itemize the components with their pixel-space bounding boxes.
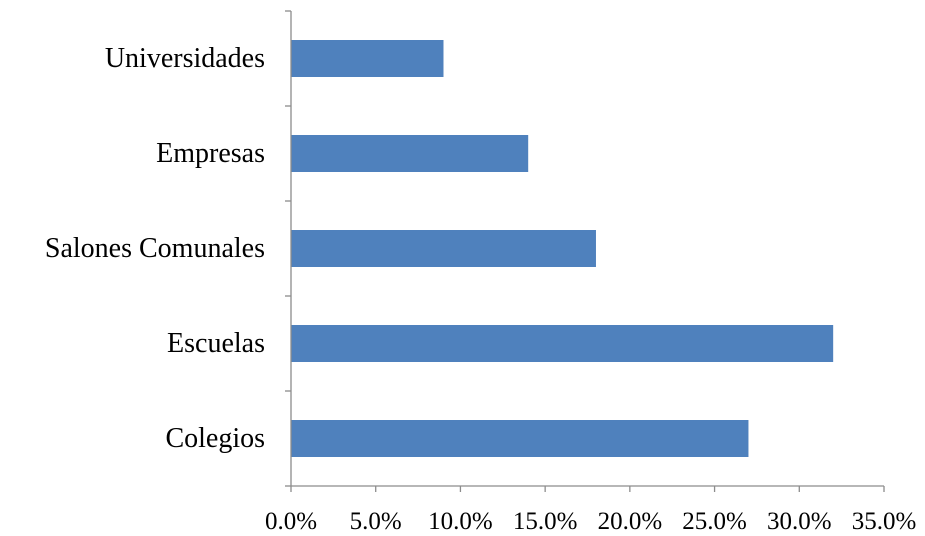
category-label: Escuelas (167, 328, 265, 359)
x-tick-label: 30.0% (767, 508, 832, 535)
bar-escuelas (291, 325, 834, 362)
bar-colegios (291, 420, 749, 457)
bar-universidades (291, 40, 444, 77)
bar-salones-comunales (291, 230, 596, 267)
x-tick-label: 35.0% (852, 508, 917, 535)
x-tick-label: 5.0% (350, 508, 402, 535)
x-ticks-group: 0.0% 5.0% 10.0% 15.0% 20.0% 25.0% 30.0% 35.0% (265, 486, 916, 535)
category-label: Empresas (156, 138, 265, 169)
bar-empresas (291, 135, 529, 172)
bars-group (291, 40, 834, 457)
x-tick-label: 20.0% (598, 508, 663, 535)
category-label: Salones Comunales (45, 233, 265, 264)
x-tick-label: 15.0% (513, 508, 578, 535)
x-tick-label: 10.0% (428, 508, 493, 535)
category-labels: Universidades Empresas Salones Comunales Es… (45, 43, 265, 454)
x-tick-label: 25.0% (682, 508, 747, 535)
category-label: Universidades (105, 43, 265, 74)
x-tick-label: 0.0% (265, 508, 317, 535)
category-label: Colegios (165, 423, 265, 454)
axes-group (285, 10, 884, 487)
